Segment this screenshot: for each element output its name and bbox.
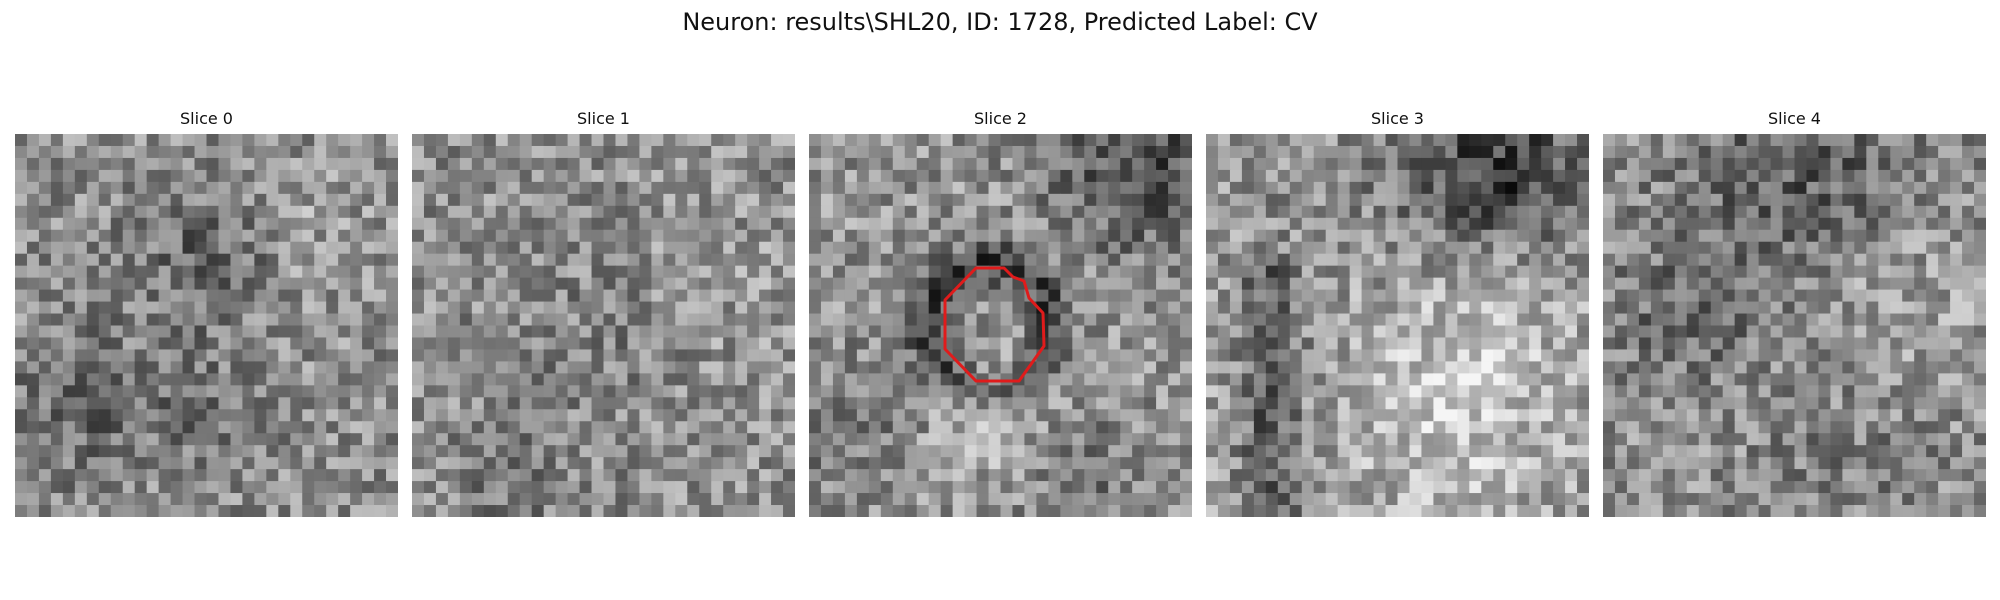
slice-1-image <box>412 134 795 517</box>
slice-0-heatmap <box>15 134 398 517</box>
slice-0-image <box>15 134 398 517</box>
slice-panel-4: Slice 4 <box>1603 108 1986 517</box>
slice-2-heatmap <box>809 134 1192 517</box>
slice-2-title: Slice 2 <box>974 109 1027 128</box>
slice-panel-0: Slice 0 <box>15 108 398 517</box>
roi-outline <box>943 266 1046 383</box>
slice-4-heatmap <box>1603 134 1986 517</box>
slice-4-image <box>1603 134 1986 517</box>
slice-4-title: Slice 4 <box>1768 109 1821 128</box>
slice-0-title: Slice 0 <box>180 109 233 128</box>
figure-title: Neuron: results\SHL20, ID: 1728, Predict… <box>682 8 1318 36</box>
slice-1-heatmap <box>412 134 795 517</box>
slice-3-image <box>1206 134 1589 517</box>
slice-panel-2: Slice 2 <box>809 108 1192 517</box>
slice-panel-3: Slice 3 <box>1206 108 1589 517</box>
slice-1-title: Slice 1 <box>577 109 630 128</box>
slice-2-image <box>809 134 1192 517</box>
slice-3-title: Slice 3 <box>1371 109 1424 128</box>
slice-3-heatmap <box>1206 134 1589 517</box>
slice-panel-1: Slice 1 <box>412 108 795 517</box>
